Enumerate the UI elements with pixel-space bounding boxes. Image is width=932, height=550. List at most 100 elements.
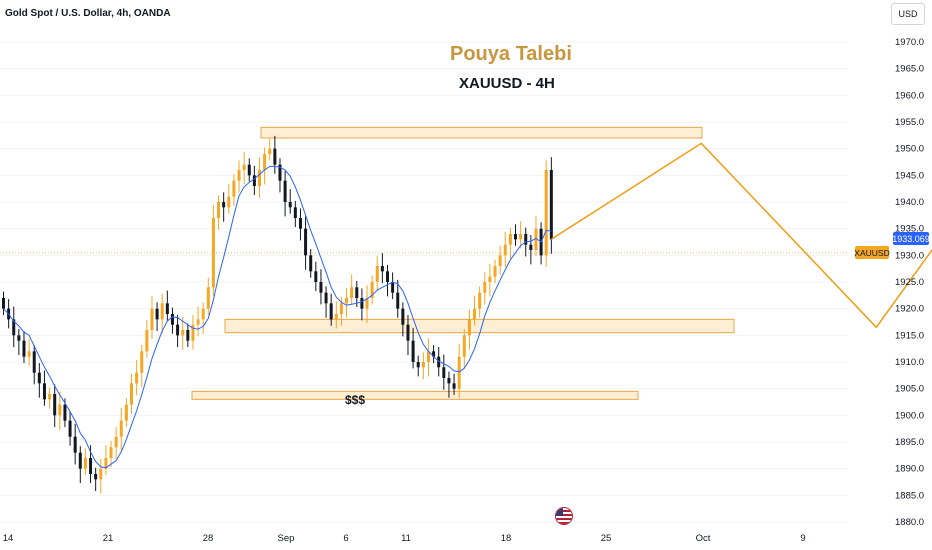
price-tick-label: 1905.0 bbox=[895, 384, 924, 395]
candle-body bbox=[191, 324, 195, 341]
price-tick-label: 1915.0 bbox=[895, 330, 924, 341]
candle-body bbox=[544, 170, 548, 256]
candle-body bbox=[386, 271, 389, 282]
candle-body bbox=[124, 404, 128, 421]
candlestick-series bbox=[2, 135, 553, 494]
candle-body bbox=[68, 420, 72, 437]
candle-body bbox=[324, 292, 328, 304]
price-tick-label: 1895.0 bbox=[895, 437, 924, 448]
candle-body bbox=[452, 383, 456, 389]
zone-support bbox=[224, 318, 735, 334]
price-tick-label: 1910.0 bbox=[895, 357, 924, 368]
candle-body bbox=[345, 298, 349, 304]
candle-body bbox=[58, 404, 62, 416]
price-axis: 1880.0 1885.0 1890.0 1895.0 1900.0 1905.0 1910… bbox=[895, 37, 924, 528]
candle-body bbox=[155, 308, 159, 320]
candle-body bbox=[391, 282, 395, 293]
price-zones bbox=[191, 126, 735, 400]
date-tick-label: 14 bbox=[3, 533, 14, 544]
candle-body bbox=[211, 218, 215, 288]
candle-body bbox=[73, 436, 77, 453]
currency-button[interactable]: USD bbox=[891, 3, 925, 25]
candle-body bbox=[53, 394, 57, 416]
candle-body bbox=[314, 271, 318, 282]
candle-body bbox=[232, 180, 236, 197]
candle-body bbox=[268, 148, 272, 154]
liquidity-label: $$$ bbox=[345, 393, 366, 407]
last-price-tag: 1933.069 bbox=[892, 232, 930, 245]
candle-body bbox=[447, 378, 451, 384]
candle-body bbox=[114, 436, 118, 448]
candle-body bbox=[99, 468, 103, 480]
candle-body bbox=[42, 383, 46, 400]
price-tick-label: 1930.0 bbox=[895, 250, 924, 261]
candle-body bbox=[27, 351, 31, 357]
price-tick-label: 1970.0 bbox=[895, 37, 924, 48]
date-tick-label: 18 bbox=[501, 533, 512, 544]
candle-body bbox=[406, 324, 410, 341]
candle-body bbox=[181, 330, 185, 336]
candle-body bbox=[529, 244, 533, 250]
price-tick-label: 1950.0 bbox=[895, 144, 924, 155]
candle-body bbox=[247, 164, 251, 176]
candle-body bbox=[48, 394, 52, 400]
candle-body bbox=[426, 351, 430, 362]
candle-body bbox=[258, 170, 261, 186]
candle-body bbox=[519, 234, 523, 240]
candle-body bbox=[160, 303, 164, 320]
candle-body bbox=[416, 362, 420, 368]
candle-body bbox=[304, 228, 308, 256]
candle-body bbox=[63, 404, 67, 421]
chart-subtitle: XAUUSD - 4H bbox=[459, 75, 555, 92]
candle-body bbox=[432, 351, 436, 357]
projection-path bbox=[550, 142, 932, 329]
candle-body bbox=[278, 164, 282, 181]
candle-body bbox=[2, 298, 5, 309]
candle-body bbox=[375, 266, 379, 282]
candle-body bbox=[94, 474, 98, 480]
candle-body bbox=[109, 447, 113, 458]
candle-body bbox=[493, 266, 497, 277]
candle-body bbox=[514, 234, 517, 240]
price-tick-label: 1965.0 bbox=[895, 64, 924, 75]
candle-body bbox=[12, 319, 16, 336]
candle-body bbox=[309, 255, 313, 272]
grid-lines bbox=[0, 41, 848, 523]
candle-body bbox=[273, 148, 277, 165]
zone-liquidity bbox=[191, 390, 639, 400]
date-tick-label: 21 bbox=[103, 533, 114, 544]
candle-body bbox=[508, 234, 512, 245]
candle-body bbox=[329, 303, 333, 320]
date-tick-label: Oct bbox=[696, 533, 711, 544]
date-tick-label: 25 bbox=[601, 533, 612, 544]
candle-body bbox=[150, 308, 154, 330]
candle-body bbox=[350, 287, 354, 298]
candle-body bbox=[83, 458, 87, 469]
price-tick-label: 1900.0 bbox=[895, 410, 924, 421]
candle-body bbox=[396, 292, 400, 309]
candle-body bbox=[319, 282, 323, 293]
candle-body bbox=[242, 164, 246, 170]
date-tick-label: 9 bbox=[800, 533, 805, 544]
candle-body bbox=[135, 372, 139, 384]
candle-body bbox=[473, 308, 477, 320]
price-tick-label: 1960.0 bbox=[895, 90, 924, 101]
price-tick-label: 1935.0 bbox=[895, 224, 924, 235]
candle-body bbox=[478, 292, 482, 309]
us-flag-icon[interactable] bbox=[555, 507, 573, 525]
candle-body bbox=[89, 458, 93, 474]
candle-body bbox=[293, 207, 297, 218]
price-tick-label: 1885.0 bbox=[895, 490, 924, 501]
date-tick-label: Sep bbox=[278, 533, 295, 544]
candle-body bbox=[170, 314, 174, 325]
date-tick-label: 28 bbox=[203, 533, 214, 544]
candle-body bbox=[503, 244, 507, 256]
candle-body bbox=[457, 356, 461, 389]
candle-body bbox=[360, 298, 364, 309]
candle-body bbox=[298, 218, 302, 229]
candle-body bbox=[37, 372, 41, 384]
date-tick-label: 11 bbox=[401, 533, 411, 544]
candle-body bbox=[283, 180, 287, 202]
price-tick-label: 1940.0 bbox=[895, 197, 924, 208]
